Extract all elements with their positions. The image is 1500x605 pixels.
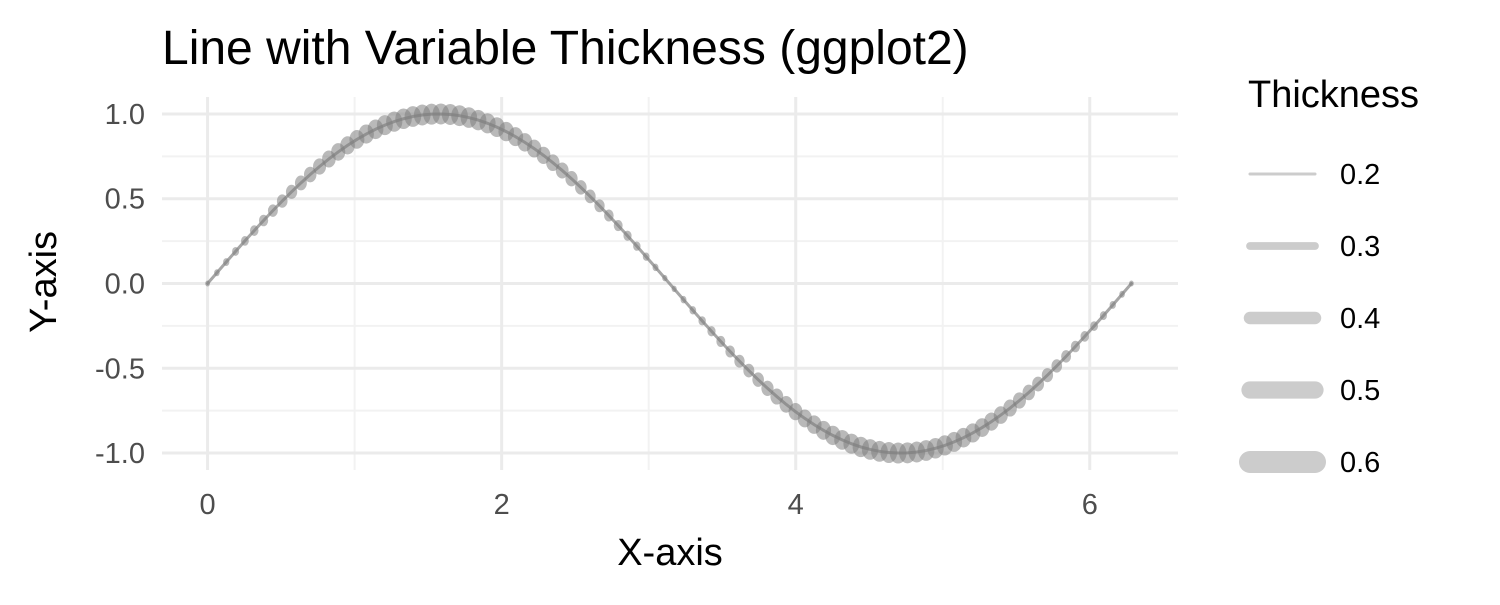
series-point bbox=[680, 295, 687, 304]
series-point bbox=[734, 354, 745, 368]
series-point bbox=[546, 154, 560, 172]
series-point bbox=[1070, 340, 1081, 353]
series-point bbox=[752, 372, 764, 387]
series-point bbox=[1061, 350, 1072, 363]
series-point bbox=[1099, 311, 1107, 320]
y-tick-label: 1.0 bbox=[105, 99, 145, 131]
legend-label: 0.3 bbox=[1340, 231, 1380, 263]
series-point bbox=[642, 252, 650, 261]
series-point bbox=[267, 204, 278, 217]
series-point bbox=[303, 166, 317, 183]
series-point bbox=[1041, 368, 1054, 383]
series-point bbox=[223, 258, 230, 266]
legend-label: 0.6 bbox=[1340, 447, 1380, 479]
series-point bbox=[707, 326, 716, 337]
series-point bbox=[575, 180, 587, 195]
series-point bbox=[241, 236, 249, 246]
series-point bbox=[1090, 321, 1098, 331]
series-point bbox=[743, 363, 755, 378]
series-point bbox=[555, 162, 569, 179]
legend-layer: 0.2 0.3 0.4 0.5 0.6 bbox=[1239, 159, 1380, 479]
series-point bbox=[662, 274, 668, 282]
series-point bbox=[652, 263, 659, 272]
series-point bbox=[1080, 331, 1090, 342]
series-point bbox=[1051, 359, 1063, 373]
series-point bbox=[1032, 376, 1045, 392]
series-point bbox=[565, 171, 578, 187]
x-tick-label: 2 bbox=[494, 489, 510, 521]
series-point bbox=[770, 388, 784, 405]
series-point bbox=[294, 175, 307, 191]
series-point bbox=[258, 214, 269, 227]
series-point bbox=[205, 280, 210, 287]
series-point bbox=[761, 380, 774, 396]
legend-title: Thickness bbox=[1248, 74, 1419, 116]
series-point bbox=[716, 335, 726, 348]
series-point bbox=[584, 189, 596, 204]
legend-label: 0.4 bbox=[1340, 303, 1380, 335]
axis-layer: 0 2 4 6 -1.0 -0.5 0.0 0.5 1.0 bbox=[95, 99, 1098, 521]
series-point bbox=[1119, 290, 1125, 298]
series-point bbox=[1109, 301, 1116, 309]
chart-title: Line with Variable Thickness (ggplot2) bbox=[162, 22, 969, 75]
x-tick-label: 4 bbox=[788, 489, 804, 521]
series-point bbox=[1022, 384, 1036, 401]
series-point bbox=[698, 316, 706, 326]
series-point bbox=[1129, 280, 1134, 287]
series-point bbox=[633, 241, 641, 251]
y-tick-label: 0.0 bbox=[105, 269, 145, 301]
series-point bbox=[249, 225, 259, 236]
series-point bbox=[232, 246, 240, 256]
series-point bbox=[1012, 392, 1026, 409]
y-tick-label: -1.0 bbox=[95, 438, 145, 470]
x-tick-label: 0 bbox=[200, 489, 216, 521]
series-point bbox=[725, 345, 735, 358]
legend-label: 0.2 bbox=[1340, 159, 1380, 191]
series-point bbox=[689, 306, 697, 315]
series-point bbox=[623, 230, 632, 241]
x-axis-label: X-axis bbox=[617, 532, 723, 574]
series-point bbox=[613, 219, 623, 232]
series-point bbox=[594, 199, 605, 213]
series-point bbox=[214, 269, 220, 277]
y-axis-label: Y-axis bbox=[23, 231, 65, 333]
series-point bbox=[604, 209, 614, 222]
y-tick-label: -0.5 bbox=[95, 353, 145, 385]
y-tick-label: 0.5 bbox=[105, 184, 145, 216]
x-tick-label: 6 bbox=[1082, 489, 1098, 521]
series-point bbox=[285, 184, 298, 199]
series-point bbox=[671, 285, 677, 293]
legend-label: 0.5 bbox=[1340, 375, 1380, 407]
series-layer bbox=[205, 103, 1134, 464]
series-point bbox=[276, 194, 288, 208]
